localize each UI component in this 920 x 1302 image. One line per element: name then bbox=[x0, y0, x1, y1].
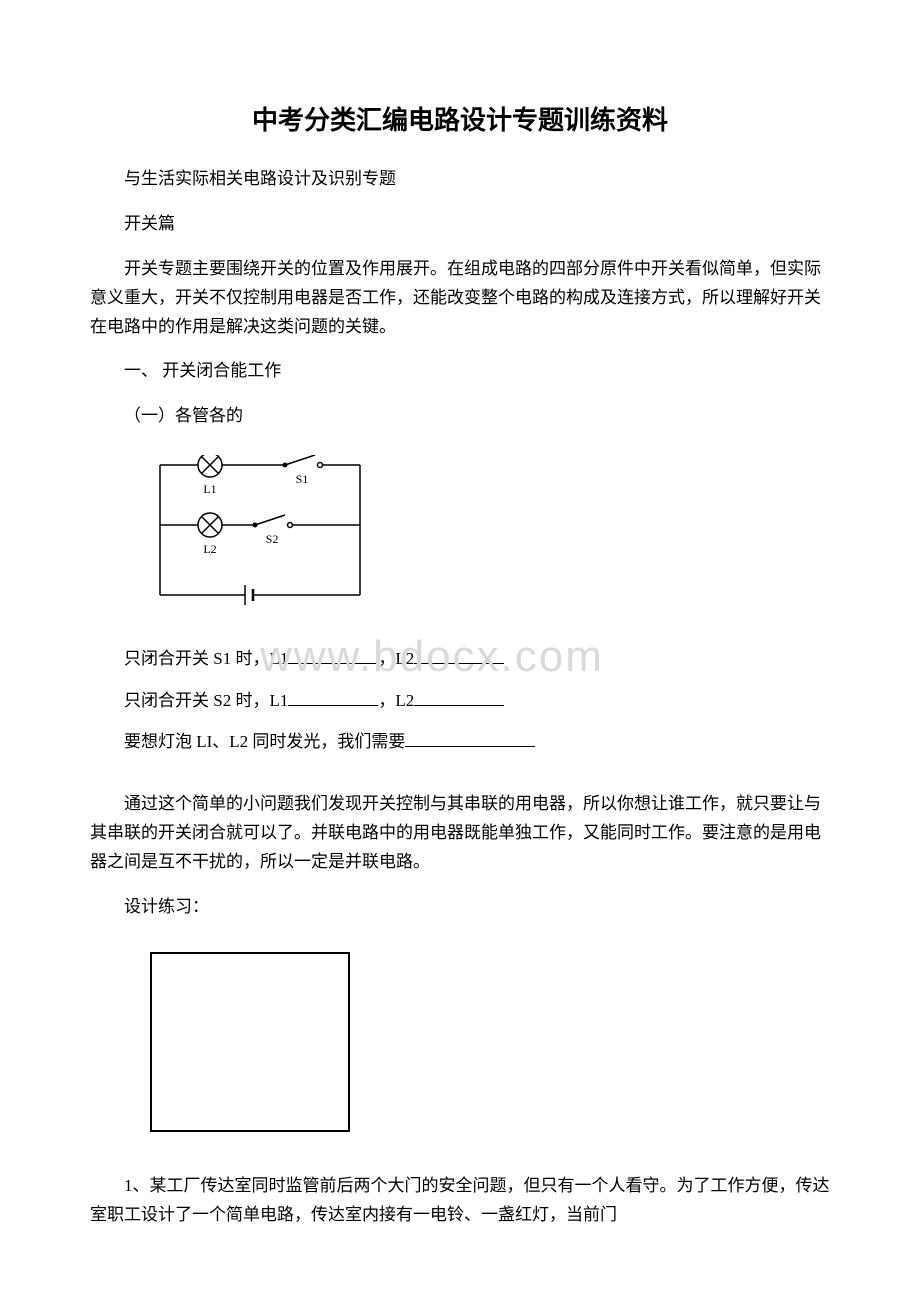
intro-paragraph: 开关专题主要围绕开关的位置及作用展开。在组成电路的四部分原件中开关看似简单，但实… bbox=[90, 255, 830, 342]
fill-line-2: 只闭合开关 S2 时，L1 ，L2 bbox=[90, 682, 830, 719]
blank-2a bbox=[288, 689, 378, 706]
circuit-diagram: L1 S1 L2 S2 bbox=[150, 455, 830, 620]
fill3-prefix: 要想灯泡 LI、L2 同时发光，我们需要 bbox=[124, 732, 405, 751]
empty-drawing-box bbox=[150, 952, 350, 1132]
blank-2b bbox=[414, 689, 504, 706]
blank-1b bbox=[414, 647, 504, 664]
practice-label: 设计练习： bbox=[90, 893, 830, 922]
label-s1: S1 bbox=[296, 472, 309, 486]
label-s2: S2 bbox=[266, 532, 279, 546]
problem-1: 1、某工厂传达室同时监管前后两个大门的安全问题，但只有一个人看守。为了工作方便，… bbox=[90, 1172, 830, 1230]
heading-1: 一、 开关闭合能工作 bbox=[90, 357, 830, 386]
explanation-paragraph: 通过这个简单的小问题我们发现开关控制与其串联的用电器，所以你想让谁工作，就只要让… bbox=[90, 790, 830, 877]
fill1-mid: ，L2 bbox=[378, 649, 414, 668]
fill-line-3: 要想灯泡 LI、L2 同时发光，我们需要 bbox=[90, 723, 830, 760]
section-switch: 开关篇 bbox=[90, 210, 830, 239]
blank-1a bbox=[288, 647, 378, 664]
page-title: 中考分类汇编电路设计专题训练资料 bbox=[90, 100, 830, 137]
label-l2: L2 bbox=[203, 542, 216, 556]
subtitle: 与生活实际相关电路设计及识别专题 bbox=[90, 165, 830, 194]
fill1-prefix: 只闭合开关 S1 时，L1 bbox=[124, 649, 288, 668]
fill2-mid: ，L2 bbox=[378, 691, 414, 710]
heading-1-sub: （一）各管各的 bbox=[90, 402, 830, 431]
fill-line-1: 只闭合开关 S1 时，L1 ，L2 bbox=[90, 640, 830, 677]
fill-in-block: www.bdocx.com 只闭合开关 S1 时，L1，L2 只闭合开关 S2 … bbox=[90, 640, 830, 760]
label-l1: L1 bbox=[203, 482, 216, 496]
fill2-prefix: 只闭合开关 S2 时，L1 bbox=[124, 691, 288, 710]
blank-3 bbox=[405, 730, 535, 747]
